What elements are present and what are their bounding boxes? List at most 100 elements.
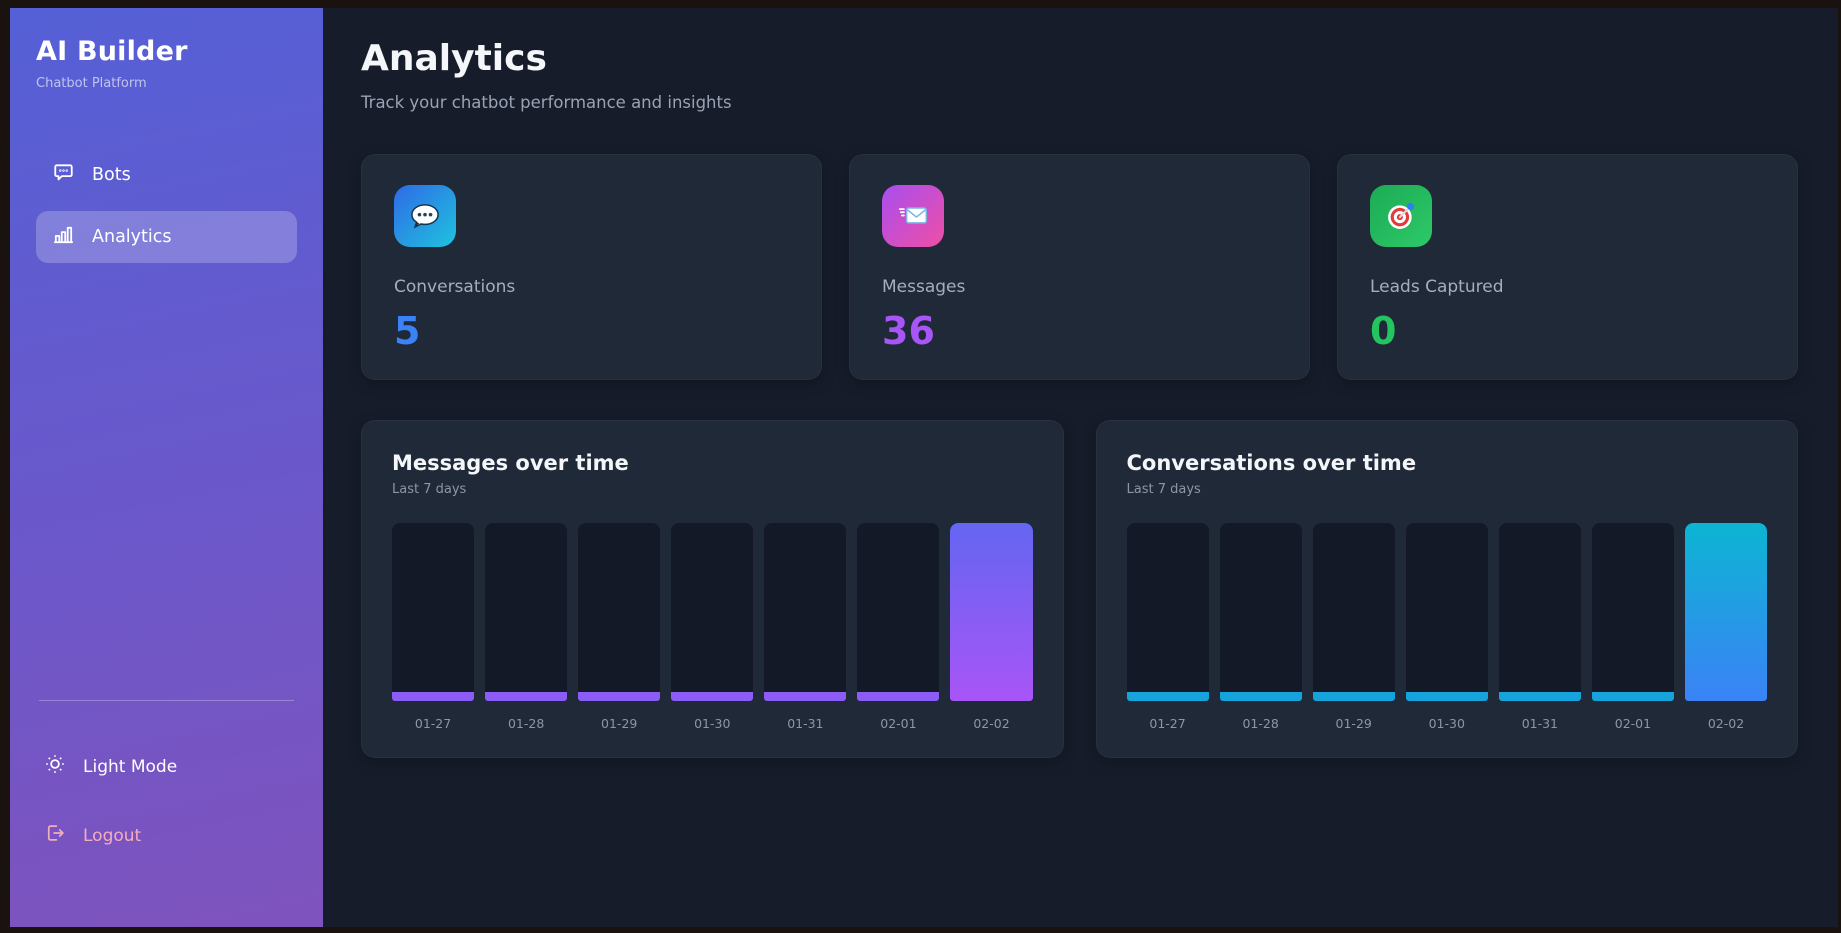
speech-balloon-icon <box>394 185 456 247</box>
sidebar-divider <box>39 700 294 701</box>
bar-track <box>1684 523 1768 701</box>
bar-fill <box>950 523 1033 701</box>
bar-label: 01-30 <box>1428 716 1465 731</box>
bar-track <box>1498 523 1581 701</box>
bar-track <box>1126 523 1209 701</box>
bar-track <box>950 523 1033 701</box>
bar-track <box>392 523 475 701</box>
bar-chart-icon <box>52 223 75 251</box>
bar-column: 01-28 <box>485 523 568 731</box>
chart-subtitle: Last 7 days <box>1126 482 1201 497</box>
bar-column: 01-31 <box>1498 523 1581 731</box>
bar-label: 02-02 <box>973 716 1010 731</box>
bar-fill <box>857 692 940 701</box>
bar-label: 01-27 <box>414 716 452 731</box>
stat-card-messages: Messages 36 <box>849 154 1310 380</box>
stat-label: Messages <box>882 277 966 297</box>
bar-label: 01-28 <box>507 716 545 731</box>
bar-column: 02-02 <box>950 523 1033 731</box>
bar-label: 02-01 <box>1614 716 1652 731</box>
bar-column: 01-30 <box>1405 523 1488 731</box>
bar-label: 01-29 <box>601 716 638 731</box>
bar-fill <box>485 692 568 701</box>
bar-column: 01-29 <box>578 523 661 731</box>
bar-column: 01-29 <box>1312 523 1395 731</box>
bar-track <box>578 523 661 701</box>
chart-title: Messages over time <box>392 451 629 475</box>
bar-fill <box>1684 523 1768 701</box>
bar-track <box>1591 523 1674 701</box>
logout-button[interactable]: Logout <box>36 812 297 859</box>
sidebar-item-label: Analytics <box>92 227 172 247</box>
bar-label: 01-30 <box>694 716 731 731</box>
bar-track <box>485 523 568 701</box>
bar-fill <box>1219 692 1302 701</box>
stat-label: Conversations <box>394 277 516 297</box>
app-title: AI Builder <box>36 36 188 67</box>
bar-fill <box>1498 692 1581 701</box>
bar-column: 01-27 <box>392 523 475 731</box>
bar-fill <box>578 692 661 701</box>
stat-value: 36 <box>882 309 935 353</box>
bar-fill <box>1126 692 1209 701</box>
app-subtitle: Chatbot Platform <box>36 76 147 91</box>
app-window: AI Builder Chatbot Platform Bots <box>10 8 1838 927</box>
stat-label: Leads Captured <box>1370 277 1504 297</box>
bar-label: 01-28 <box>1242 716 1279 731</box>
bar-label: 02-02 <box>1707 716 1745 731</box>
chart-title: Conversations over time <box>1126 451 1417 475</box>
bar-label: 01-31 <box>1521 716 1559 731</box>
light-mode-toggle[interactable]: Light Mode <box>36 743 297 790</box>
bar-track <box>857 523 940 701</box>
bar-label: 01-29 <box>1335 716 1372 731</box>
logout-label: Logout <box>83 825 142 846</box>
bar-column: 01-30 <box>671 523 754 731</box>
bar-column: 01-27 <box>1126 523 1209 731</box>
sidebar: AI Builder Chatbot Platform Bots <box>10 8 323 927</box>
bar-column: 01-31 <box>764 523 847 731</box>
sidebar-footer: Light Mode Logout <box>36 700 297 881</box>
light-mode-label: Light Mode <box>83 756 178 777</box>
bar-track <box>1312 523 1395 701</box>
chart-card-messages: Messages over time Last 7 days 01-27 01-2… <box>361 420 1064 758</box>
bar-fill <box>764 692 847 701</box>
bar-label: 02-01 <box>880 716 917 731</box>
chat-bubble-icon <box>52 161 75 189</box>
bar-track <box>764 523 847 701</box>
bar-fill <box>1591 692 1674 701</box>
bar-label: 01-31 <box>787 716 824 731</box>
stat-card-conversations: Conversations 5 <box>361 154 822 380</box>
chart-card-conversations: Conversations over time Last 7 days 01-2… <box>1095 420 1798 758</box>
stat-value: 0 <box>1370 309 1397 353</box>
page-title: Analytics <box>361 38 547 79</box>
bar-fill <box>1312 692 1395 701</box>
bar-chart-conversations: 01-27 01-28 01-29 01-30 01-31 02-01 02-02 <box>1126 523 1768 731</box>
sidebar-item-analytics[interactable]: Analytics <box>36 211 297 263</box>
bar-track <box>671 523 754 701</box>
bar-label: 01-27 <box>1149 716 1186 731</box>
bar-column: 02-02 <box>1684 523 1768 731</box>
incoming-envelope-icon <box>882 185 944 247</box>
bar-chart-messages: 01-27 01-28 01-29 01-30 01-31 02-01 02-02 <box>392 523 1033 731</box>
bar-fill <box>671 692 754 701</box>
sidebar-nav: Bots Analytics <box>36 149 297 263</box>
page-subtitle: Track your chatbot performance and insig… <box>361 93 732 112</box>
bar-column: 01-28 <box>1219 523 1302 731</box>
stats-row: Conversations 5 Messages 36 <box>361 154 1798 380</box>
sidebar-item-label: Bots <box>92 165 131 185</box>
bar-track <box>1219 523 1302 701</box>
stat-value: 5 <box>394 309 421 353</box>
charts-row: Messages over time Last 7 days 01-27 01-2… <box>361 420 1798 758</box>
chart-subtitle: Last 7 days <box>392 482 467 497</box>
sidebar-item-bots[interactable]: Bots <box>36 149 297 201</box>
sun-icon <box>44 753 66 780</box>
bar-track <box>1405 523 1488 701</box>
bar-fill <box>1405 692 1488 701</box>
bar-column: 02-01 <box>1591 523 1674 731</box>
bar-fill <box>392 692 475 701</box>
stat-card-leads: Leads Captured 0 <box>1337 154 1798 380</box>
main-content: Analytics Track your chatbot performance… <box>323 8 1838 927</box>
logout-icon <box>44 822 66 849</box>
bar-column: 02-01 <box>857 523 940 731</box>
target-icon <box>1370 185 1432 247</box>
